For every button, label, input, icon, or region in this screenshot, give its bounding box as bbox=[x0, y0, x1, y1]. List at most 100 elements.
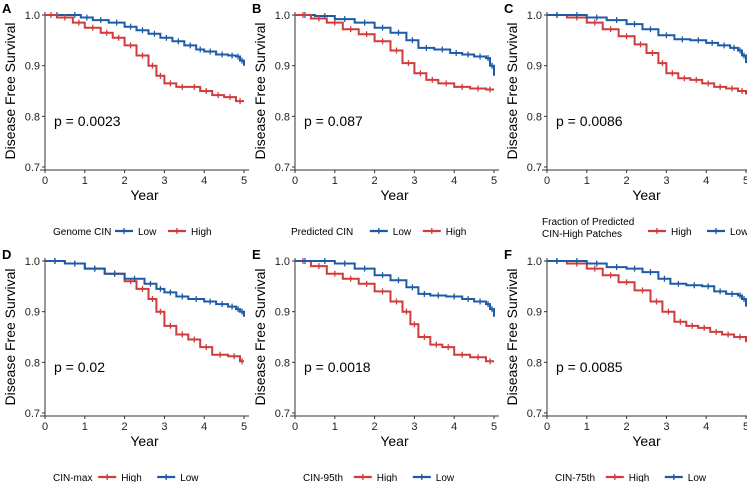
y-tick-label: 0.8 bbox=[275, 357, 290, 369]
x-tick-label: 3 bbox=[411, 421, 417, 433]
x-tick-label: 0 bbox=[544, 421, 550, 433]
km-panel-c: C 0.7 0.8 0.9 1.0 0 1 2 3 4 5 Year Disease Free Surv… bbox=[504, 1, 747, 240]
legend: CIN-95th High Low bbox=[303, 473, 455, 482]
y-tick-label: 0.9 bbox=[25, 307, 40, 319]
km-curve-low bbox=[547, 14, 747, 64]
km-panel-e: E 0.7 0.8 0.9 1.0 0 1 2 3 4 5 Year Disease Free Surv… bbox=[252, 247, 499, 482]
x-tick-label: 4 bbox=[201, 175, 207, 187]
y-axis-title: Disease Free Survival bbox=[504, 23, 520, 160]
km-curve-low bbox=[295, 260, 495, 317]
y-tick-label: 1.0 bbox=[25, 256, 40, 268]
y-tick-label: 0.7 bbox=[25, 162, 40, 174]
y-tick-label: 0.8 bbox=[527, 357, 542, 369]
legend-label-low: Low bbox=[688, 473, 707, 482]
legend-label-low: Low bbox=[138, 227, 157, 238]
p-value-label: p = 0.0023 bbox=[54, 113, 121, 129]
y-tick-label: 1.0 bbox=[25, 10, 40, 22]
x-tick-label: 2 bbox=[624, 421, 630, 433]
x-tick-label: 5 bbox=[743, 175, 747, 187]
y-tick-label: 0.9 bbox=[275, 61, 290, 73]
legend: Predicted CIN Low High bbox=[291, 227, 466, 238]
legend-label-low: Low bbox=[180, 473, 199, 482]
y-tick-label: 0.7 bbox=[275, 408, 290, 420]
km-panel-f: F 0.7 0.8 0.9 1.0 0 1 2 3 4 5 Year Disease Free Surv… bbox=[504, 247, 747, 482]
km-curve-high bbox=[295, 260, 494, 363]
km-curve-high bbox=[295, 14, 494, 91]
km-curve-high bbox=[45, 260, 244, 363]
km-series-high bbox=[295, 258, 494, 365]
legend-label-high: High bbox=[446, 227, 467, 238]
y-tick-label: 0.9 bbox=[527, 307, 542, 319]
x-tick-label: 1 bbox=[584, 421, 590, 433]
x-tick-label: 3 bbox=[663, 175, 669, 187]
y-axis-title: Disease Free Survival bbox=[2, 23, 18, 160]
panel-label: C bbox=[504, 1, 514, 16]
panel-label: B bbox=[252, 1, 261, 16]
km-series-high bbox=[547, 12, 747, 95]
legend: CIN-max High Low bbox=[53, 473, 199, 482]
y-tick-label: 1.0 bbox=[275, 10, 290, 22]
km-curve-high bbox=[547, 260, 747, 343]
y-axis-title: Disease Free Survival bbox=[504, 269, 520, 406]
km-curve-low bbox=[547, 260, 747, 307]
y-tick-label: 0.9 bbox=[275, 307, 290, 319]
x-tick-label: 1 bbox=[584, 175, 590, 187]
y-axis-title: Disease Free Survival bbox=[252, 269, 268, 406]
y-tick-label: 0.7 bbox=[25, 408, 40, 420]
x-tick-label: 4 bbox=[703, 421, 709, 433]
p-value-label: p = 0.0085 bbox=[556, 359, 623, 375]
p-value-label: p = 0.0018 bbox=[304, 359, 371, 375]
legend-title: CIN-max bbox=[53, 473, 92, 482]
legend-label-high: High bbox=[629, 473, 650, 482]
km-series-low bbox=[45, 258, 245, 317]
legend-label-high: High bbox=[671, 227, 692, 238]
legend-title: Genome CIN bbox=[53, 227, 111, 238]
km-series-low bbox=[295, 258, 495, 317]
km-series-high bbox=[295, 12, 494, 93]
x-tick-label: 5 bbox=[743, 421, 747, 433]
y-tick-label: 1.0 bbox=[527, 10, 542, 22]
x-tick-label: 4 bbox=[703, 175, 709, 187]
legend-title: CIN-95th bbox=[303, 473, 343, 482]
km-series-low bbox=[547, 258, 747, 307]
x-tick-label: 2 bbox=[122, 421, 128, 433]
legend-label-low: Low bbox=[730, 227, 747, 238]
p-value-label: p = 0.02 bbox=[54, 359, 105, 375]
legend-label-high: High bbox=[191, 227, 212, 238]
km-panel-a: A 0.7 0.8 0.9 1.0 0 1 2 3 4 5 Year Disease Free Surv… bbox=[2, 1, 249, 238]
km-series-high bbox=[547, 258, 747, 343]
y-tick-label: 1.0 bbox=[527, 256, 542, 268]
x-tick-label: 1 bbox=[82, 421, 88, 433]
legend-title: Predicted CIN bbox=[291, 227, 353, 238]
y-axis-title: Disease Free Survival bbox=[252, 23, 268, 160]
panel-label: F bbox=[504, 247, 512, 262]
legend-label-low: Low bbox=[393, 227, 412, 238]
x-tick-label: 5 bbox=[241, 421, 247, 433]
x-tick-label: 3 bbox=[161, 421, 167, 433]
km-curve-high bbox=[45, 14, 244, 103]
legend-title: Fraction of Predicted bbox=[542, 217, 634, 228]
y-tick-label: 0.8 bbox=[25, 357, 40, 369]
x-axis-title: Year bbox=[130, 187, 159, 203]
legend-label-low: Low bbox=[436, 473, 455, 482]
x-tick-label: 0 bbox=[544, 175, 550, 187]
x-tick-label: 0 bbox=[42, 175, 48, 187]
x-tick-label: 2 bbox=[122, 175, 128, 187]
legend: Genome CIN Low High bbox=[53, 227, 212, 238]
panel-label: A bbox=[2, 1, 12, 16]
km-series-high bbox=[45, 12, 244, 105]
p-value-label: p = 0.087 bbox=[304, 113, 363, 129]
x-tick-label: 0 bbox=[292, 175, 298, 187]
x-tick-label: 1 bbox=[332, 175, 338, 187]
y-tick-label: 0.8 bbox=[275, 111, 290, 123]
y-tick-label: 0.7 bbox=[275, 162, 290, 174]
panel-label: E bbox=[252, 247, 261, 262]
km-panel-d: D 0.7 0.8 0.9 1.0 0 1 2 3 4 5 Year Disease Free Surv… bbox=[2, 247, 249, 482]
x-tick-label: 2 bbox=[624, 175, 630, 187]
y-tick-label: 0.9 bbox=[527, 61, 542, 73]
km-series-high bbox=[45, 258, 244, 365]
km-series-low bbox=[547, 12, 747, 64]
x-tick-label: 5 bbox=[241, 175, 247, 187]
x-tick-label: 4 bbox=[201, 421, 207, 433]
